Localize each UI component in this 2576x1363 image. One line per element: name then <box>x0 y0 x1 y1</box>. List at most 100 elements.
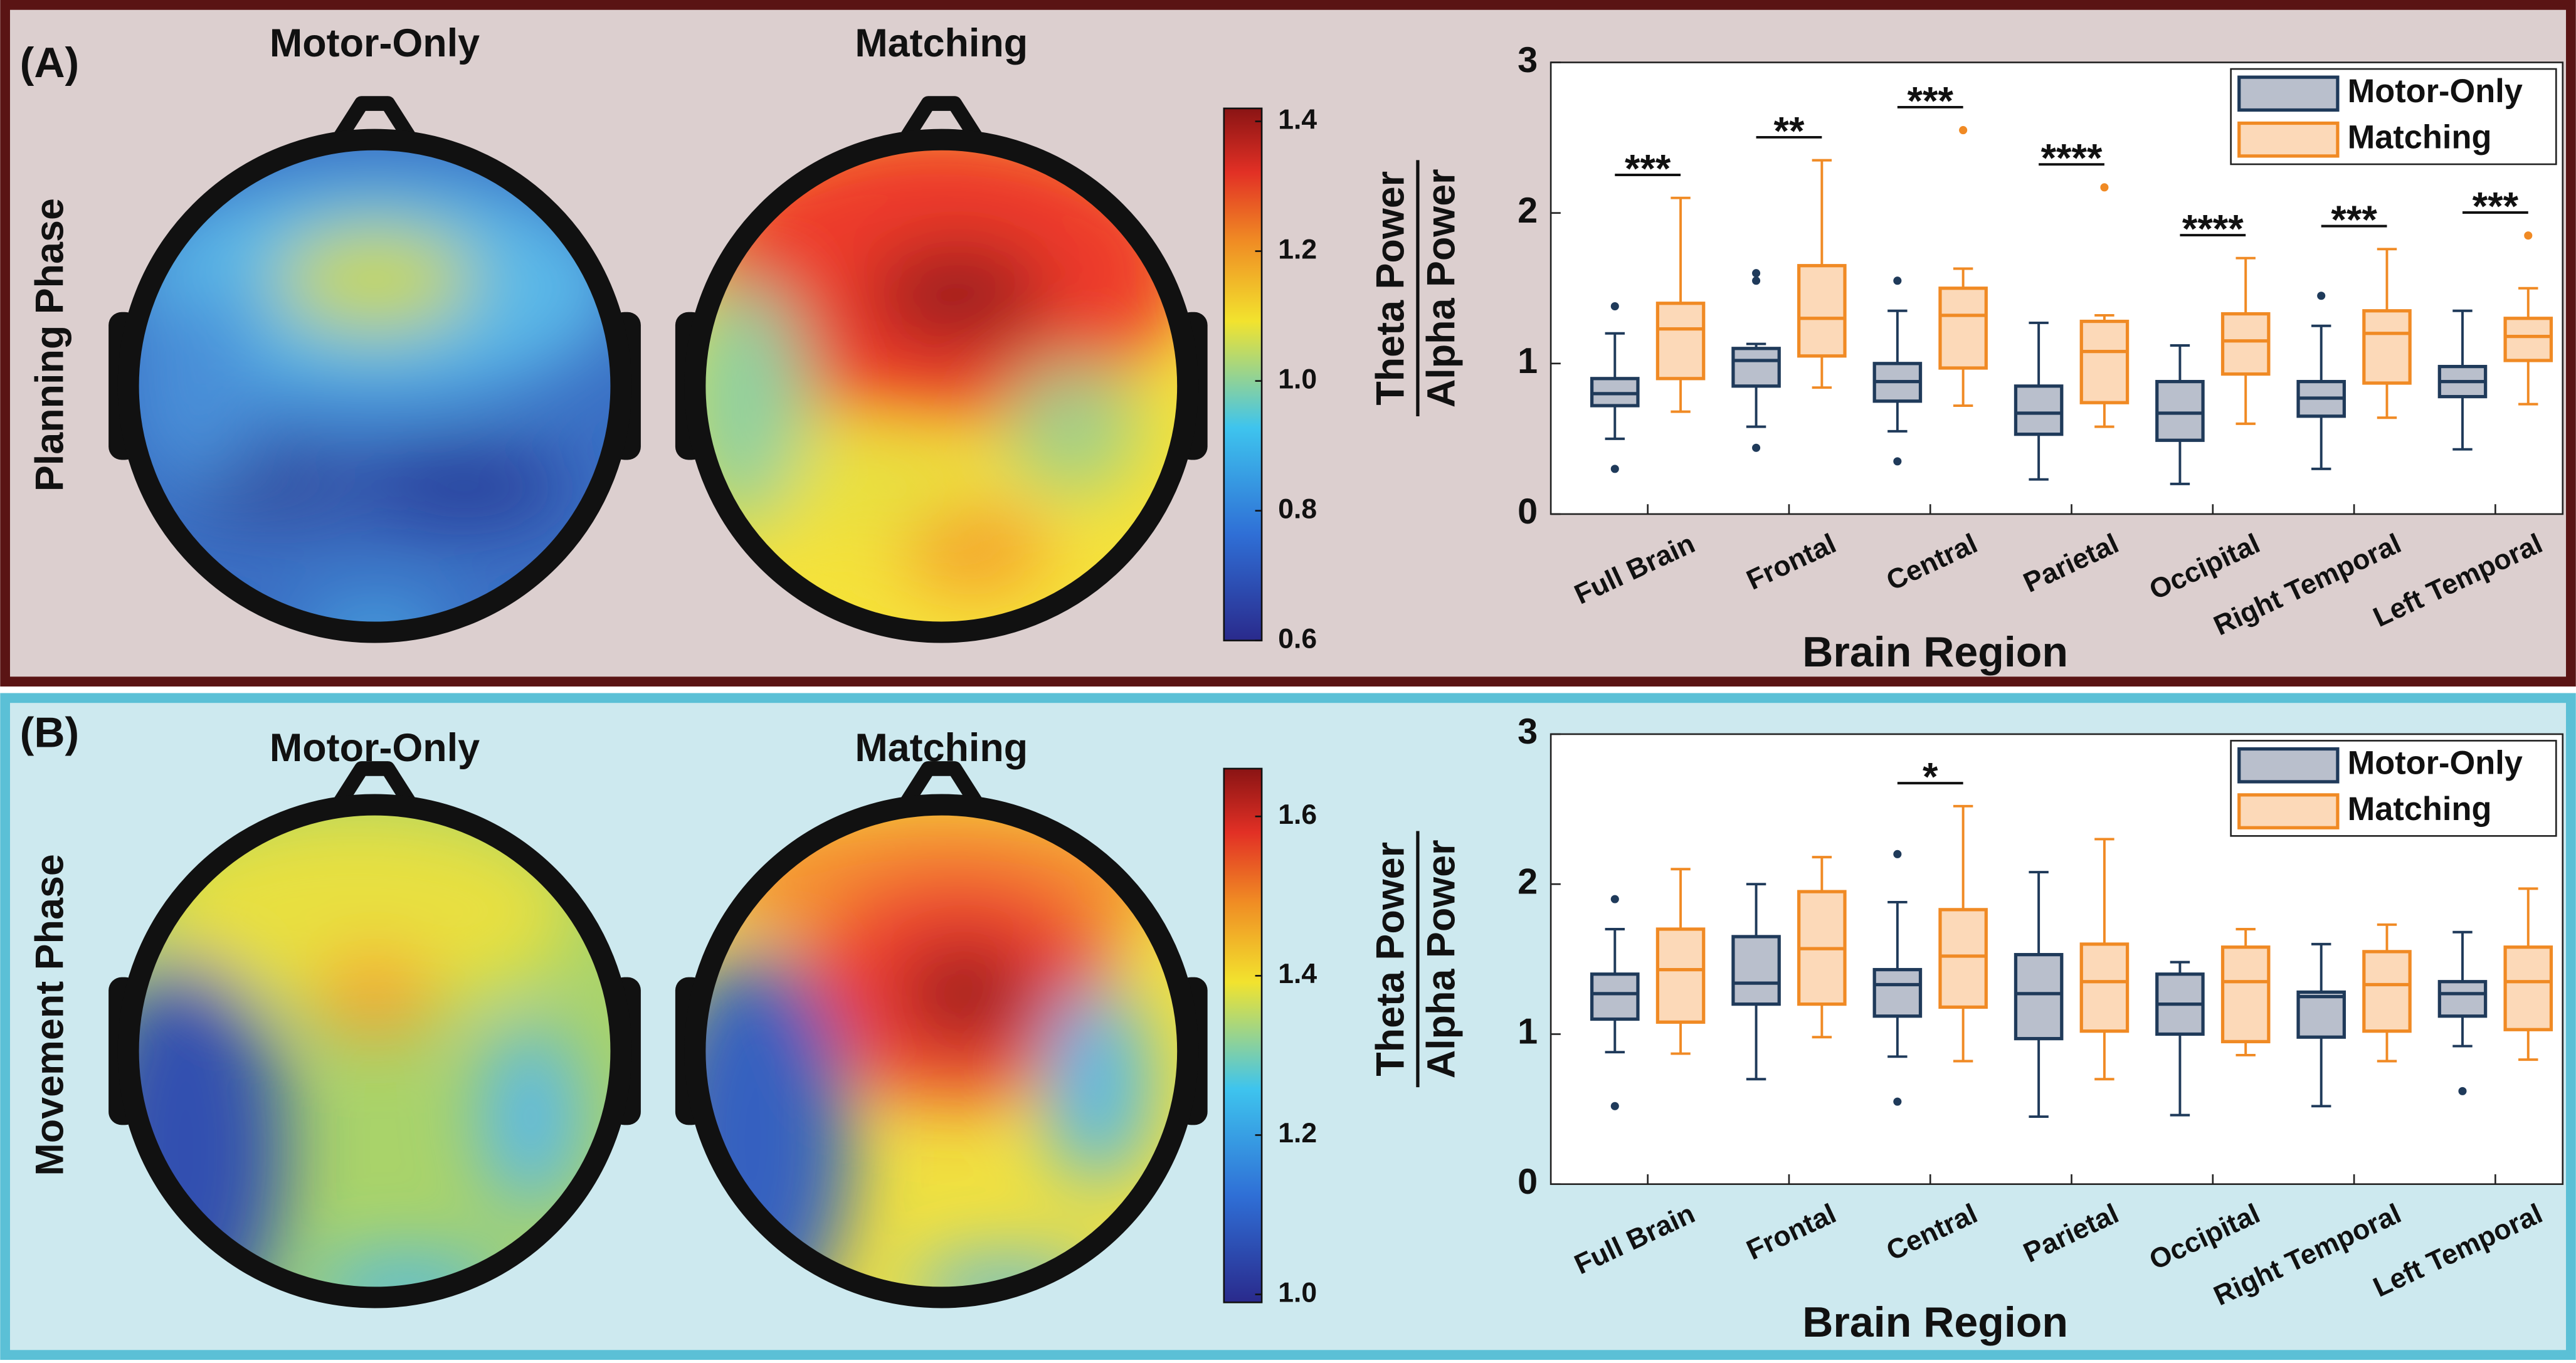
y-label-numerator: Theta Power <box>1368 171 1412 406</box>
colorbar-tick-label: 1.2 <box>1278 234 1317 265</box>
topomap-title: Motor-Only <box>270 21 480 65</box>
legend-swatch <box>2237 793 2340 829</box>
significance-label: *** <box>2331 198 2377 242</box>
outlier <box>1893 850 1902 858</box>
colorbar-tick-label: 1.0 <box>1278 364 1317 394</box>
significance-label: *** <box>1625 147 1671 191</box>
significance-label: *** <box>2473 184 2519 228</box>
x-label: Brain Region <box>1802 1298 2068 1346</box>
significance-label: * <box>1923 755 1938 799</box>
box <box>2437 980 2488 1018</box>
box <box>1655 927 1706 1024</box>
box <box>2503 945 2553 1031</box>
head-outline <box>684 129 1199 643</box>
topomap-blob <box>128 287 260 485</box>
significance-label: **** <box>2182 207 2244 251</box>
topomap-blob <box>312 950 438 1036</box>
outlier <box>2100 183 2109 192</box>
colorbar-tick-label: 1.4 <box>1278 104 1317 135</box>
colorbar-tick-label: 0.8 <box>1278 493 1317 524</box>
y-label: Theta Power Alpha Power <box>1368 160 1463 417</box>
y-tick-label: 3 <box>1518 712 1538 752</box>
topomap-field <box>695 139 1188 592</box>
colorbar-tick-label: 0.6 <box>1278 623 1317 654</box>
topomap-blob <box>358 446 572 529</box>
colorbar <box>1223 767 1263 1303</box>
y-label-denominator: Alpha Power <box>1419 839 1463 1078</box>
head-nose <box>332 96 418 144</box>
topomap-title: Matching <box>855 21 1028 65</box>
topomap-blob <box>867 243 1048 349</box>
head-nose <box>332 761 418 809</box>
outlier <box>1610 302 1619 311</box>
outlier <box>1752 276 1761 285</box>
topomap-blob <box>276 226 473 332</box>
significance-label: ** <box>1773 109 1804 153</box>
box <box>1938 908 1988 1009</box>
significance-label: **** <box>2041 137 2103 181</box>
panel-label: (B) <box>20 709 80 757</box>
box <box>2079 319 2130 404</box>
outlier <box>1959 126 1968 135</box>
head-nose <box>899 761 984 809</box>
box <box>2220 945 2271 1044</box>
y-tick-label: 1 <box>1518 341 1538 381</box>
outlier <box>1752 269 1761 278</box>
head-nose <box>899 96 984 144</box>
y-tick-label: 2 <box>1518 191 1538 231</box>
colorbar-tick-label: 1.6 <box>1278 799 1317 830</box>
box <box>2296 990 2346 1039</box>
box <box>1797 264 1847 358</box>
head-outline <box>117 129 632 643</box>
topomap-blob <box>144 813 572 1011</box>
topomap-blob <box>1007 361 1139 493</box>
outlier <box>1893 276 1902 285</box>
y-tick-label: 1 <box>1518 1012 1538 1052</box>
legend-label: Motor-Only <box>2348 73 2523 110</box>
legend-label: Matching <box>2348 791 2492 828</box>
panel-label: (A) <box>20 39 80 87</box>
y-label: Theta Power Alpha Power <box>1368 831 1463 1088</box>
phase-label: Planning Phase <box>28 198 72 492</box>
y-tick-label: 0 <box>1518 1162 1538 1202</box>
legend-swatch <box>2237 747 2340 784</box>
box <box>2503 317 2553 362</box>
topomap-blob <box>777 435 974 534</box>
topomap-blob <box>1045 985 1150 1183</box>
outlier <box>1893 1097 1902 1106</box>
y-tick-label: 0 <box>1518 492 1538 532</box>
y-tick-label: 3 <box>1518 40 1538 80</box>
box <box>2014 384 2064 436</box>
box <box>2220 312 2271 376</box>
outlier <box>1610 895 1619 903</box>
topomap <box>695 139 1188 633</box>
significance-label: *** <box>1908 79 1954 123</box>
box <box>1590 972 1640 1021</box>
x-label: Brain Region <box>1802 628 2068 676</box>
box <box>2079 942 2130 1033</box>
box <box>1731 347 1781 388</box>
outlier <box>1610 465 1619 473</box>
y-label-numerator: Theta Power <box>1368 842 1412 1076</box>
topomap-blob <box>481 1026 580 1208</box>
box <box>2362 950 2412 1033</box>
phase-label: Movement Phase <box>28 854 72 1176</box>
head-outline <box>684 794 1199 1308</box>
topomap-blob <box>897 944 1035 1043</box>
colorbar-tick-label: 1.2 <box>1278 1118 1317 1149</box>
topomap-blob <box>900 509 1048 592</box>
colorbar-tick-label: 1.0 <box>1278 1277 1317 1308</box>
legend-label: Matching <box>2348 120 2492 156</box>
box <box>1872 967 1923 1018</box>
legend-swatch <box>2237 121 2340 158</box>
box <box>2014 953 2064 1041</box>
y-label-denominator: Alpha Power <box>1419 169 1463 408</box>
legend-label: Motor-Only <box>2348 745 2523 782</box>
box <box>1938 287 1988 370</box>
colorbar-tick-label: 1.4 <box>1278 959 1317 989</box>
outlier <box>1610 1102 1619 1110</box>
box <box>2155 379 2205 442</box>
outlier <box>2524 231 2533 240</box>
box <box>1731 935 1781 1006</box>
